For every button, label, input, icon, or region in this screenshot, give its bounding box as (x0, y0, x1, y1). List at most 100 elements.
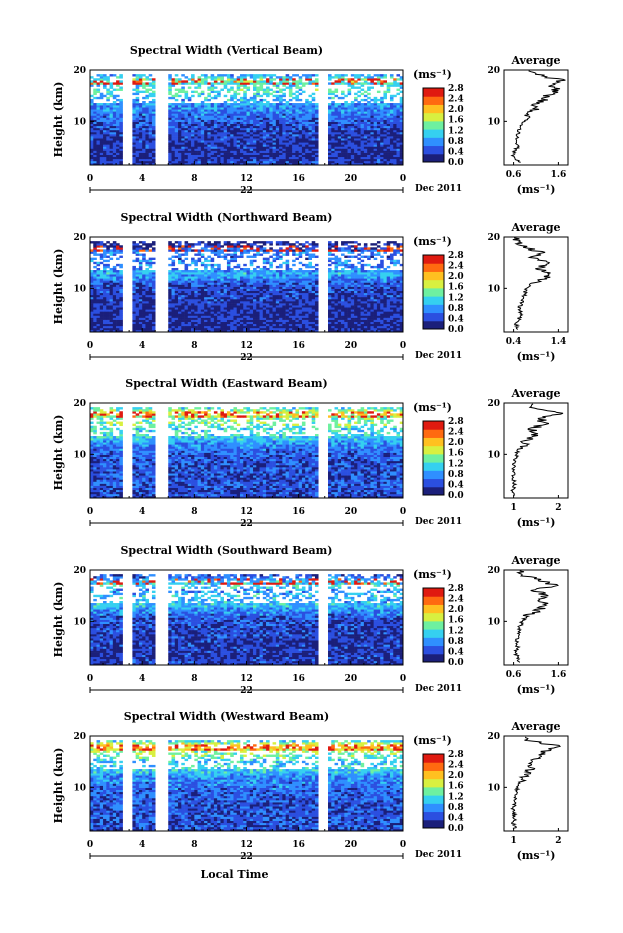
heatmap-cell (292, 299, 296, 301)
heatmap-cell (240, 315, 244, 317)
heatmap-cell (136, 107, 140, 109)
heatmap-cell (367, 301, 371, 303)
heatmap-cell (139, 140, 143, 142)
heatmap-cell (286, 122, 290, 124)
heatmap-cell (178, 326, 182, 328)
heatmap-cell (90, 132, 94, 134)
heatmap-cell (172, 144, 176, 146)
heatmap-cell (198, 138, 202, 140)
heatmap-cell (240, 328, 244, 330)
heatmap-cell (97, 324, 101, 326)
heatmap-cell (364, 309, 368, 311)
heatmap-cell (354, 126, 358, 128)
heatmap-cell (354, 301, 358, 303)
panel-title: Spectral Width (Northward Beam) (121, 211, 333, 224)
heatmap-cell (175, 146, 179, 148)
heatmap-cell (220, 132, 224, 134)
heatmap-cell (292, 326, 296, 328)
heatmap-cell (237, 326, 241, 328)
heatmap-cell (282, 328, 286, 330)
heatmap-cell (237, 142, 241, 144)
heatmap-cell (312, 328, 316, 330)
heatmap-cell (142, 320, 146, 322)
heatmap-cell (201, 322, 205, 324)
heatmap-cell (198, 318, 202, 320)
heatmap-cell (370, 132, 374, 134)
heatmap-cell (253, 144, 257, 146)
heatmap-cell (220, 103, 224, 105)
heatmap-cell (354, 122, 358, 124)
heatmap-cell (142, 144, 146, 146)
heatmap-cell (286, 136, 290, 138)
heatmap-cell (178, 136, 182, 138)
heatmap-cell (383, 128, 387, 130)
heatmap-cell (273, 111, 277, 113)
heatmap-cell (185, 80, 189, 82)
heatmap-cell (191, 76, 195, 78)
heatmap-cell (224, 122, 228, 124)
heatmap-cell (149, 305, 153, 307)
heatmap-cell (308, 311, 312, 313)
heatmap-cell (185, 151, 189, 153)
heatmap-cell (273, 299, 277, 301)
heatmap-cell (106, 157, 110, 159)
heatmap-cell (185, 111, 189, 113)
heatmap-cell (185, 93, 189, 95)
heatmap-cell (387, 144, 391, 146)
heatmap-cell (233, 305, 237, 307)
heatmap-cell (361, 107, 365, 109)
heatmap-cell (191, 324, 195, 326)
heatmap-cell (116, 126, 120, 128)
heatmap-cell (194, 126, 198, 128)
heatmap-cell (263, 122, 267, 124)
heatmap-cell (269, 322, 273, 324)
heatmap-cell (312, 115, 316, 117)
heatmap-cell (168, 130, 172, 132)
heatmap-cell (279, 113, 283, 115)
heatmap-cell (354, 307, 358, 309)
heatmap-cell (282, 113, 286, 115)
heatmap-cell (341, 159, 345, 161)
heatmap-cell (348, 305, 352, 307)
heatmap-cell (335, 124, 339, 126)
heatmap-cell (256, 130, 260, 132)
heatmap-cell (90, 320, 94, 322)
heatmap-cell (168, 328, 172, 330)
heatmap-cell (204, 293, 208, 295)
heatmap-cell (214, 153, 218, 155)
heatmap-cell (243, 105, 247, 107)
heatmap-cell (139, 136, 143, 138)
heatmap-cell (393, 151, 397, 153)
heatmap-cell (335, 144, 339, 146)
month-label: Dec 2011 (415, 184, 462, 194)
heatmap-cell (302, 303, 306, 305)
heatmap-cell (328, 109, 332, 111)
heatmap-cell (233, 303, 237, 305)
heatmap-cell (335, 295, 339, 297)
heatmap-cell (383, 93, 387, 95)
heatmap-cell (103, 293, 107, 295)
heatmap-cell (172, 82, 176, 84)
heatmap-cell (390, 142, 394, 144)
heatmap-cell (152, 101, 156, 103)
heatmap-cell (312, 107, 316, 109)
heatmap-cell (152, 82, 156, 84)
heatmap-cell (132, 303, 136, 305)
heatmap-cell (191, 95, 195, 97)
heatmap-cell (145, 111, 149, 113)
heatmap-cell (178, 303, 182, 305)
heatmap-cell (181, 291, 185, 293)
heatmap-cell (175, 159, 179, 161)
heatmap-cell (172, 136, 176, 138)
heatmap-cell (250, 307, 254, 309)
heatmap-cell (220, 322, 224, 324)
heatmap-cell (178, 309, 182, 311)
heatmap-cell (214, 159, 218, 161)
heatmap-cell (370, 303, 374, 305)
heatmap-cell (233, 111, 237, 113)
heatmap-cell (263, 82, 267, 84)
heatmap-cell (152, 293, 156, 295)
heatmap-cell (230, 82, 234, 84)
heatmap-cell (149, 155, 153, 157)
heatmap-cell (315, 74, 319, 76)
